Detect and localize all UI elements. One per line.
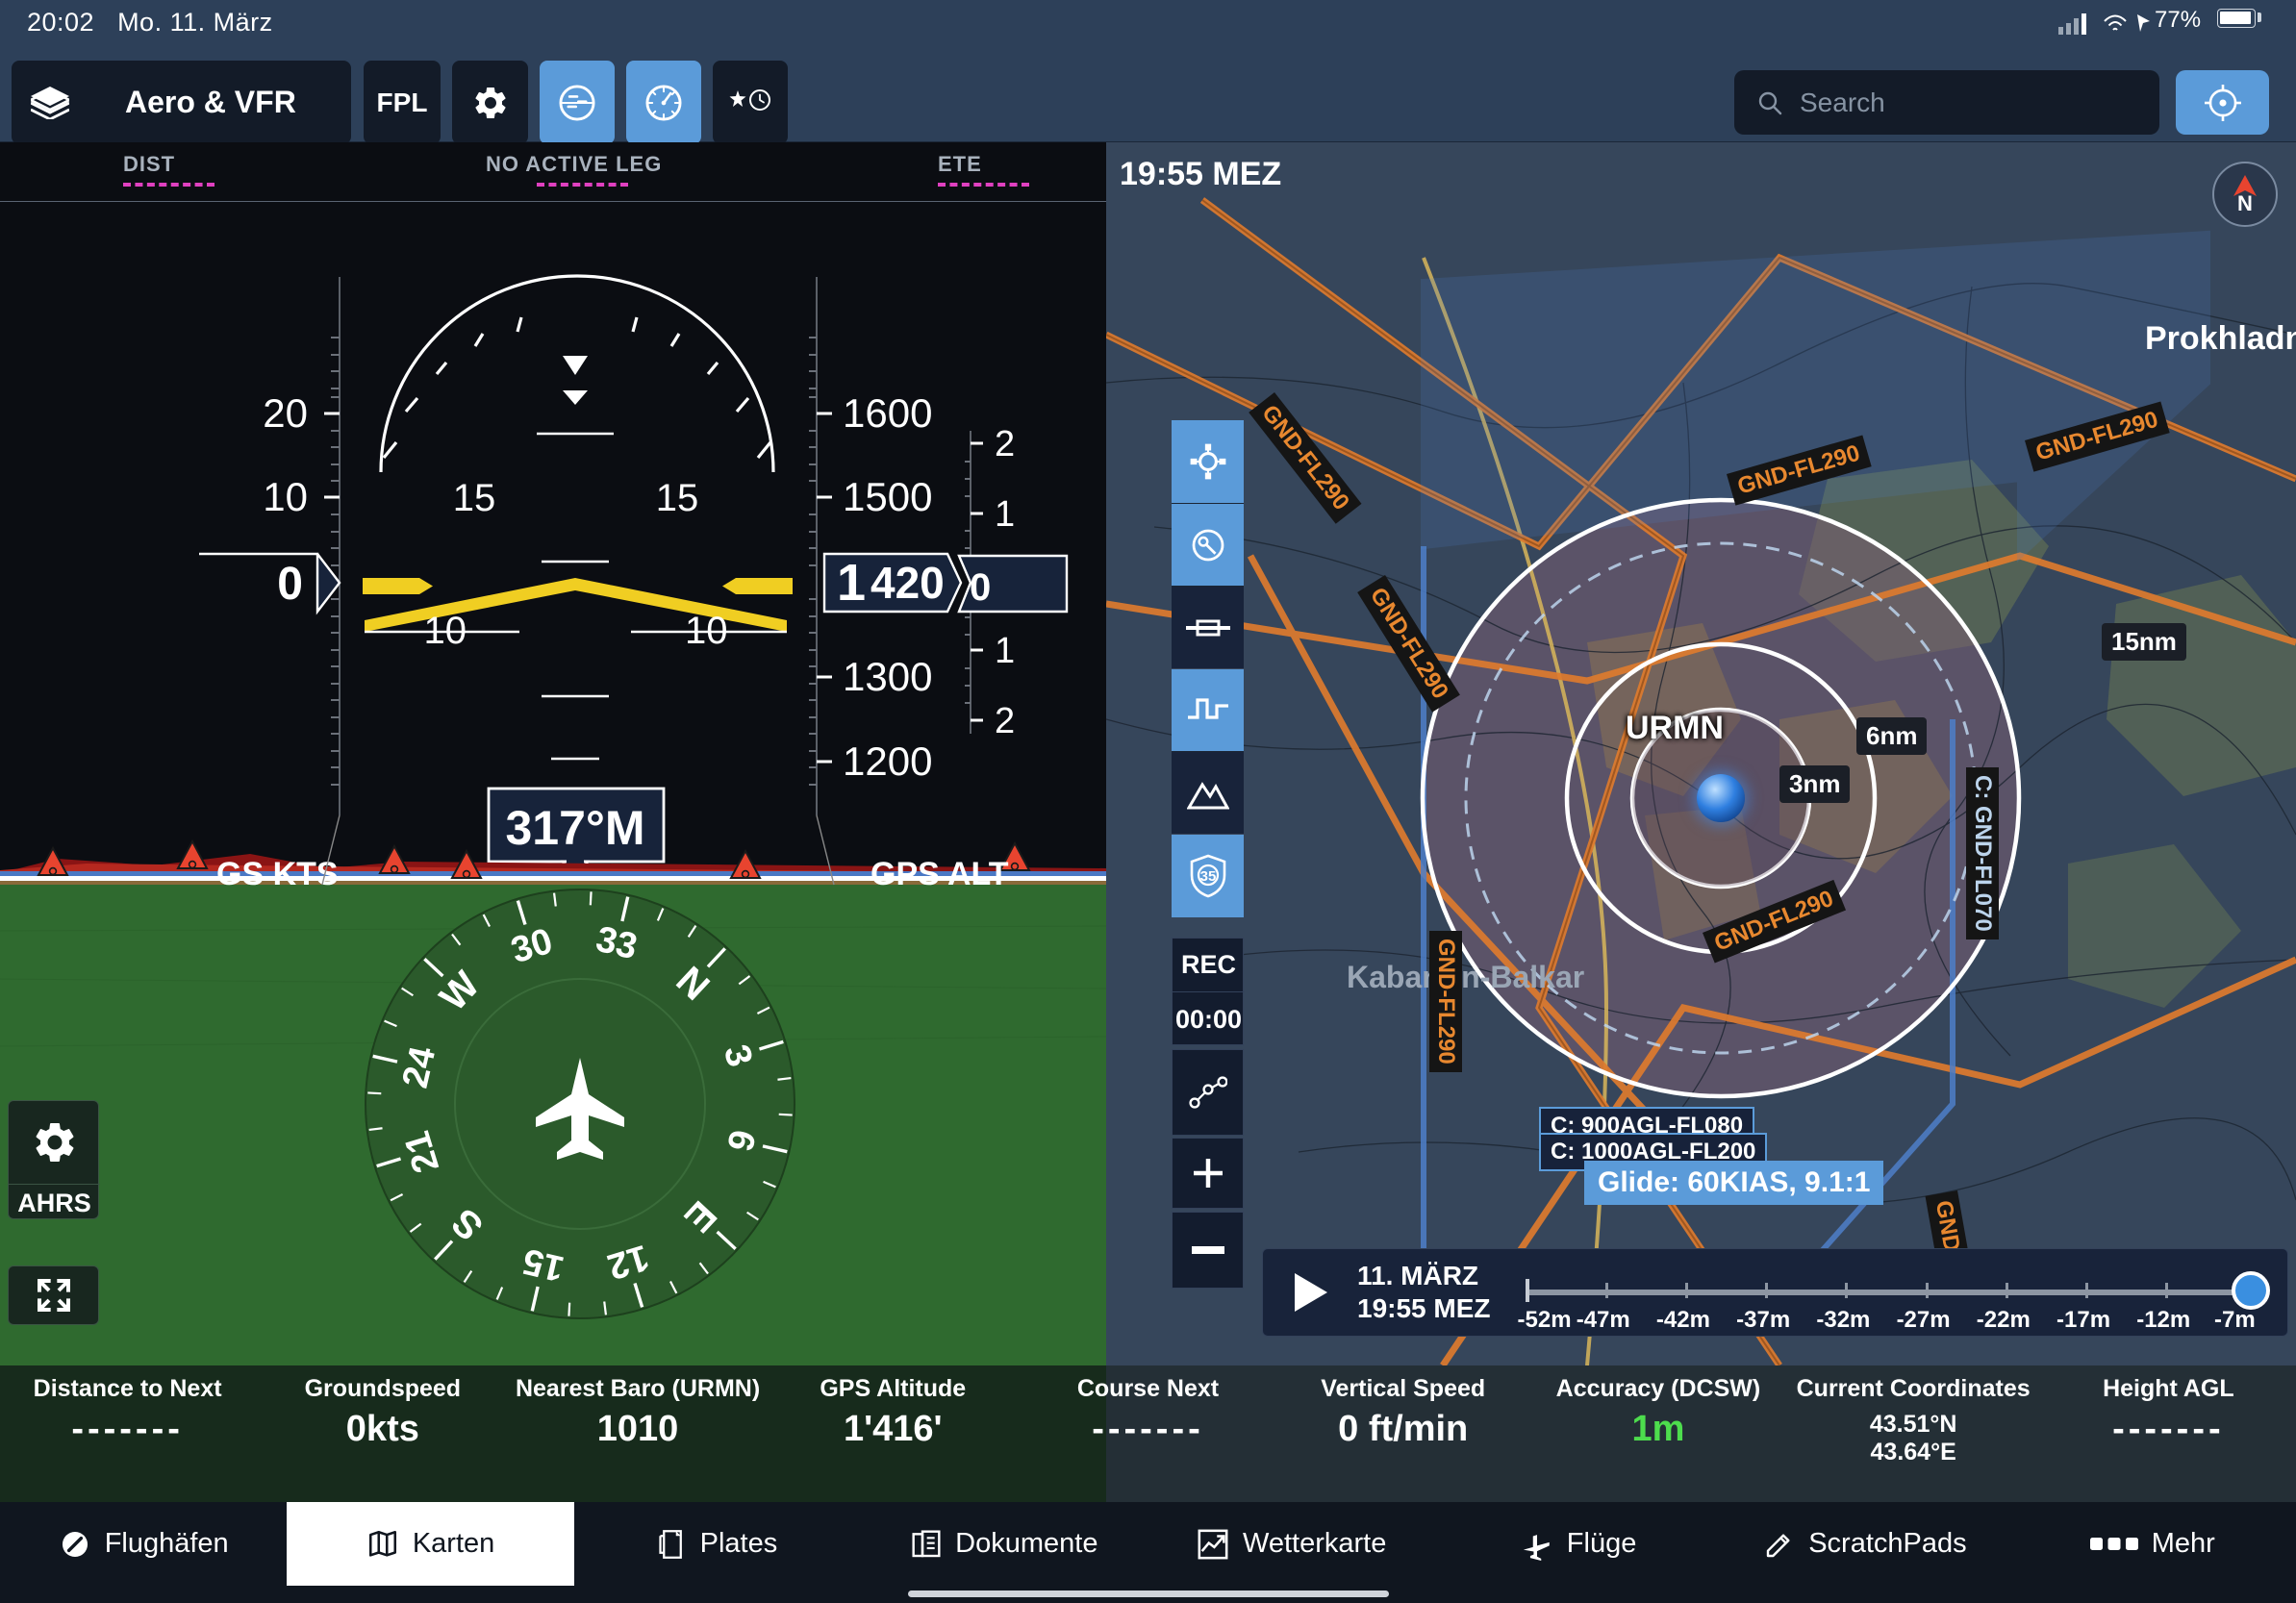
svg-text:N: N xyxy=(2237,191,2253,213)
svg-text:35: 35 xyxy=(1199,868,1216,885)
